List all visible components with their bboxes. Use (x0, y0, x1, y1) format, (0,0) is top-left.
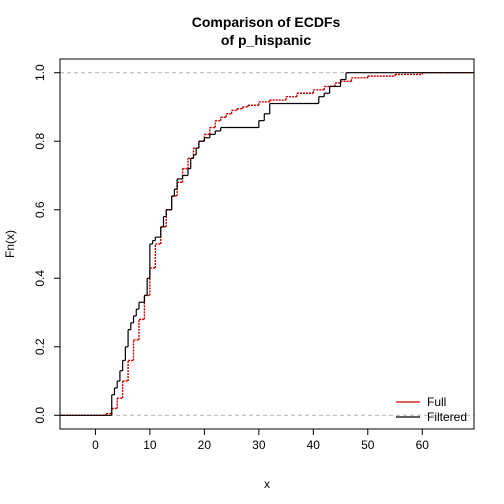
chart-title-line-2: of p_hispanic (221, 32, 311, 48)
x-tick-label: 10 (143, 438, 157, 452)
x-tick-label: 0 (92, 438, 99, 452)
legend: Full Filtered (396, 395, 467, 424)
x-tick-label: 20 (198, 438, 212, 452)
x-tick-label: 40 (307, 438, 321, 452)
x-tick-label: 50 (361, 438, 375, 452)
series-filtered (60, 72, 474, 416)
series-layer (60, 72, 474, 416)
y-axis: 0.0 0.2 0.4 0.6 0.8 1.0 (33, 64, 60, 424)
y-tick-label: 0.2 (33, 338, 47, 355)
y-tick-label: 0.0 (33, 407, 47, 424)
y-tick-label: 0.4 (33, 270, 47, 287)
x-tick-label: 30 (252, 438, 266, 452)
y-tick-label: 0.6 (33, 201, 47, 218)
plot-frame (59, 58, 475, 430)
y-tick-label: 0.8 (33, 133, 47, 150)
y-axis-label: Fn(x) (3, 230, 17, 258)
legend-label-full: Full (427, 395, 446, 409)
x-axis-label: x (264, 477, 270, 491)
y-tick-label: 1.0 (33, 64, 47, 81)
legend-label-filtered: Filtered (427, 410, 467, 424)
x-tick-label: 60 (416, 438, 430, 452)
x-axis: 0 10 20 30 40 50 60 (92, 429, 429, 452)
chart-title-line-1: Comparison of ECDFs (192, 14, 341, 30)
